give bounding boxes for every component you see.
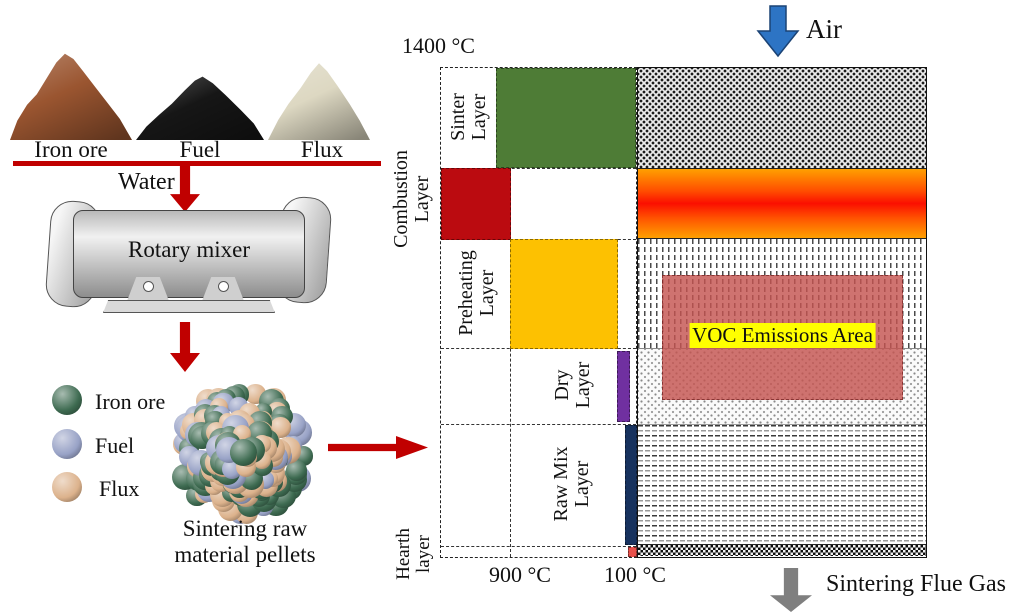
raw-mix-layer-section: [638, 424, 926, 544]
raw-mix-temp-block: [625, 425, 637, 545]
pellet-cluster: [170, 381, 314, 525]
preheating-temp-block: [510, 239, 618, 349]
layer-boundary-line: [441, 546, 636, 547]
sinter-layer-section: [638, 68, 926, 168]
layer-label-raw-mix: Raw Mix Layer: [550, 446, 593, 522]
layer-label-dry: Dry Layer: [551, 361, 594, 409]
temp-label-1400: 1400 °C: [402, 33, 475, 58]
water-label: Water: [118, 169, 175, 195]
air-arrow-icon: [756, 5, 800, 58]
legend-ball-flux: [52, 472, 82, 502]
combustion-temp-block: [441, 168, 511, 240]
mixer-leg-hole: [218, 281, 229, 292]
mixer-base: [103, 300, 275, 313]
legend-ball-iron-ore: [52, 385, 82, 415]
legend-label-flux: Flux: [99, 476, 140, 501]
mixer-output-arrow: [170, 322, 200, 372]
rotary-mixer-label: Rotary mixer: [128, 237, 250, 262]
combustion-layer-section: [638, 168, 926, 239]
material-label-flux: Flux: [300, 137, 344, 162]
flue-gas-label: Sintering Flue Gas: [826, 571, 1006, 597]
rotary-mixer-image: Rotary mixer: [44, 195, 333, 317]
layer-boundary-line: [441, 168, 636, 169]
material-collect-line: [13, 161, 381, 166]
legend-label-fuel: Fuel: [95, 433, 135, 458]
pellet-caption-line2: material pellets: [174, 542, 316, 567]
pellet-caption-line1: Sintering raw: [182, 516, 308, 541]
dry-temp-block: [617, 351, 630, 422]
legend-ball-fuel: [52, 429, 82, 459]
hearth-layer-section: [638, 544, 926, 556]
air-arrow-shape: [756, 5, 800, 58]
layer-label-combustion: Combustion Layer: [390, 150, 433, 248]
material-label-iron-ore: Iron ore: [34, 137, 108, 162]
material-label-fuel: Fuel: [179, 137, 221, 162]
voc-emissions-label: VOC Emissions Area: [689, 323, 876, 348]
fuel-pile-image: [136, 76, 264, 140]
iron-ore-pile-image: [10, 53, 132, 140]
layer-label-preheating: Preheating Layer: [455, 250, 498, 336]
pellet-caption: Sintering raw material pellets: [145, 516, 345, 568]
legend-label-iron-ore: Iron ore: [95, 389, 166, 414]
voc-emissions-area: VOC Emissions Area: [662, 275, 903, 400]
pellet-sphere: [286, 460, 307, 481]
mixer-leg-hole: [143, 281, 154, 292]
air-label: Air: [806, 14, 842, 44]
flue-gas-arrow-icon: [770, 568, 812, 612]
flux-pile-image: [268, 63, 370, 140]
hearth-temp-block: [628, 547, 637, 557]
pellet-sphere: [230, 439, 258, 467]
temp-label-100: 100 °C: [604, 562, 666, 587]
layer-label-hearth: Hearth layer: [393, 528, 434, 580]
sinter-temp-block: [496, 68, 636, 168]
pellet-feed-arrow: [328, 436, 428, 459]
layer-label-sinter: Sinter Layer: [447, 93, 490, 141]
mixer-body: Rotary mixer: [73, 210, 305, 298]
temperature-profile-plot: [440, 67, 637, 558]
temp-label-900: 900 °C: [489, 562, 551, 587]
layer-boundary-line: [441, 424, 636, 425]
